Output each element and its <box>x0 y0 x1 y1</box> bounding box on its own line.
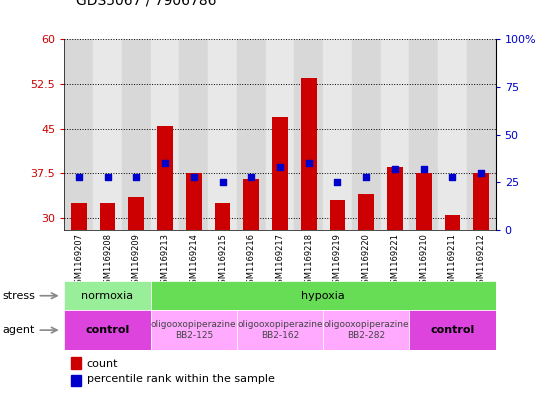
Bar <box>467 39 496 230</box>
Bar <box>237 39 265 230</box>
Bar <box>151 281 496 310</box>
Bar <box>323 310 409 350</box>
Bar <box>265 39 295 230</box>
Bar <box>179 39 208 230</box>
Point <box>247 173 256 180</box>
Bar <box>122 39 151 230</box>
Bar <box>157 126 173 230</box>
Bar <box>244 179 259 230</box>
Text: oligooxopiperazine
BB2-125: oligooxopiperazine BB2-125 <box>151 320 236 340</box>
Point <box>189 173 198 180</box>
Bar <box>295 39 323 230</box>
Text: oligooxopiperazine
BB2-162: oligooxopiperazine BB2-162 <box>237 320 323 340</box>
Point <box>276 164 284 170</box>
Point <box>362 173 371 180</box>
Point <box>304 160 313 166</box>
Text: oligooxopiperazine
BB2-282: oligooxopiperazine BB2-282 <box>324 320 409 340</box>
Bar <box>64 281 151 310</box>
Bar <box>128 197 144 230</box>
Bar <box>272 117 288 230</box>
Bar <box>151 39 179 230</box>
Bar <box>301 78 316 230</box>
Point <box>218 179 227 185</box>
Text: percentile rank within the sample: percentile rank within the sample <box>87 374 274 384</box>
Bar <box>71 357 81 369</box>
Bar <box>352 39 381 230</box>
Point <box>74 173 83 180</box>
Text: control: control <box>85 325 130 335</box>
Bar <box>358 194 374 230</box>
Text: GDS5067 / 7906786: GDS5067 / 7906786 <box>76 0 216 8</box>
Bar <box>330 200 346 230</box>
Bar <box>323 39 352 230</box>
Bar <box>151 310 237 350</box>
Text: agent: agent <box>3 325 35 335</box>
Bar <box>438 39 467 230</box>
Bar <box>409 310 496 350</box>
Point <box>390 166 399 172</box>
Bar <box>100 203 115 230</box>
Text: hypoxia: hypoxia <box>301 291 345 301</box>
Bar <box>381 39 409 230</box>
Point <box>448 173 457 180</box>
Bar <box>71 375 81 386</box>
Text: normoxia: normoxia <box>81 291 134 301</box>
Text: count: count <box>87 358 118 369</box>
Bar <box>214 203 230 230</box>
Bar <box>208 39 237 230</box>
Point <box>103 173 112 180</box>
Point <box>477 169 486 176</box>
Point <box>132 173 141 180</box>
Bar <box>409 39 438 230</box>
Bar <box>473 173 489 230</box>
Bar <box>64 39 93 230</box>
Bar <box>416 173 432 230</box>
Bar <box>387 167 403 230</box>
Bar <box>93 39 122 230</box>
Bar <box>64 310 151 350</box>
Text: control: control <box>430 325 475 335</box>
Bar <box>186 173 202 230</box>
Text: stress: stress <box>3 291 36 301</box>
Point <box>161 160 170 166</box>
Point <box>333 179 342 185</box>
Bar <box>71 203 87 230</box>
Point <box>419 166 428 172</box>
Bar <box>237 310 323 350</box>
Bar <box>445 215 460 230</box>
